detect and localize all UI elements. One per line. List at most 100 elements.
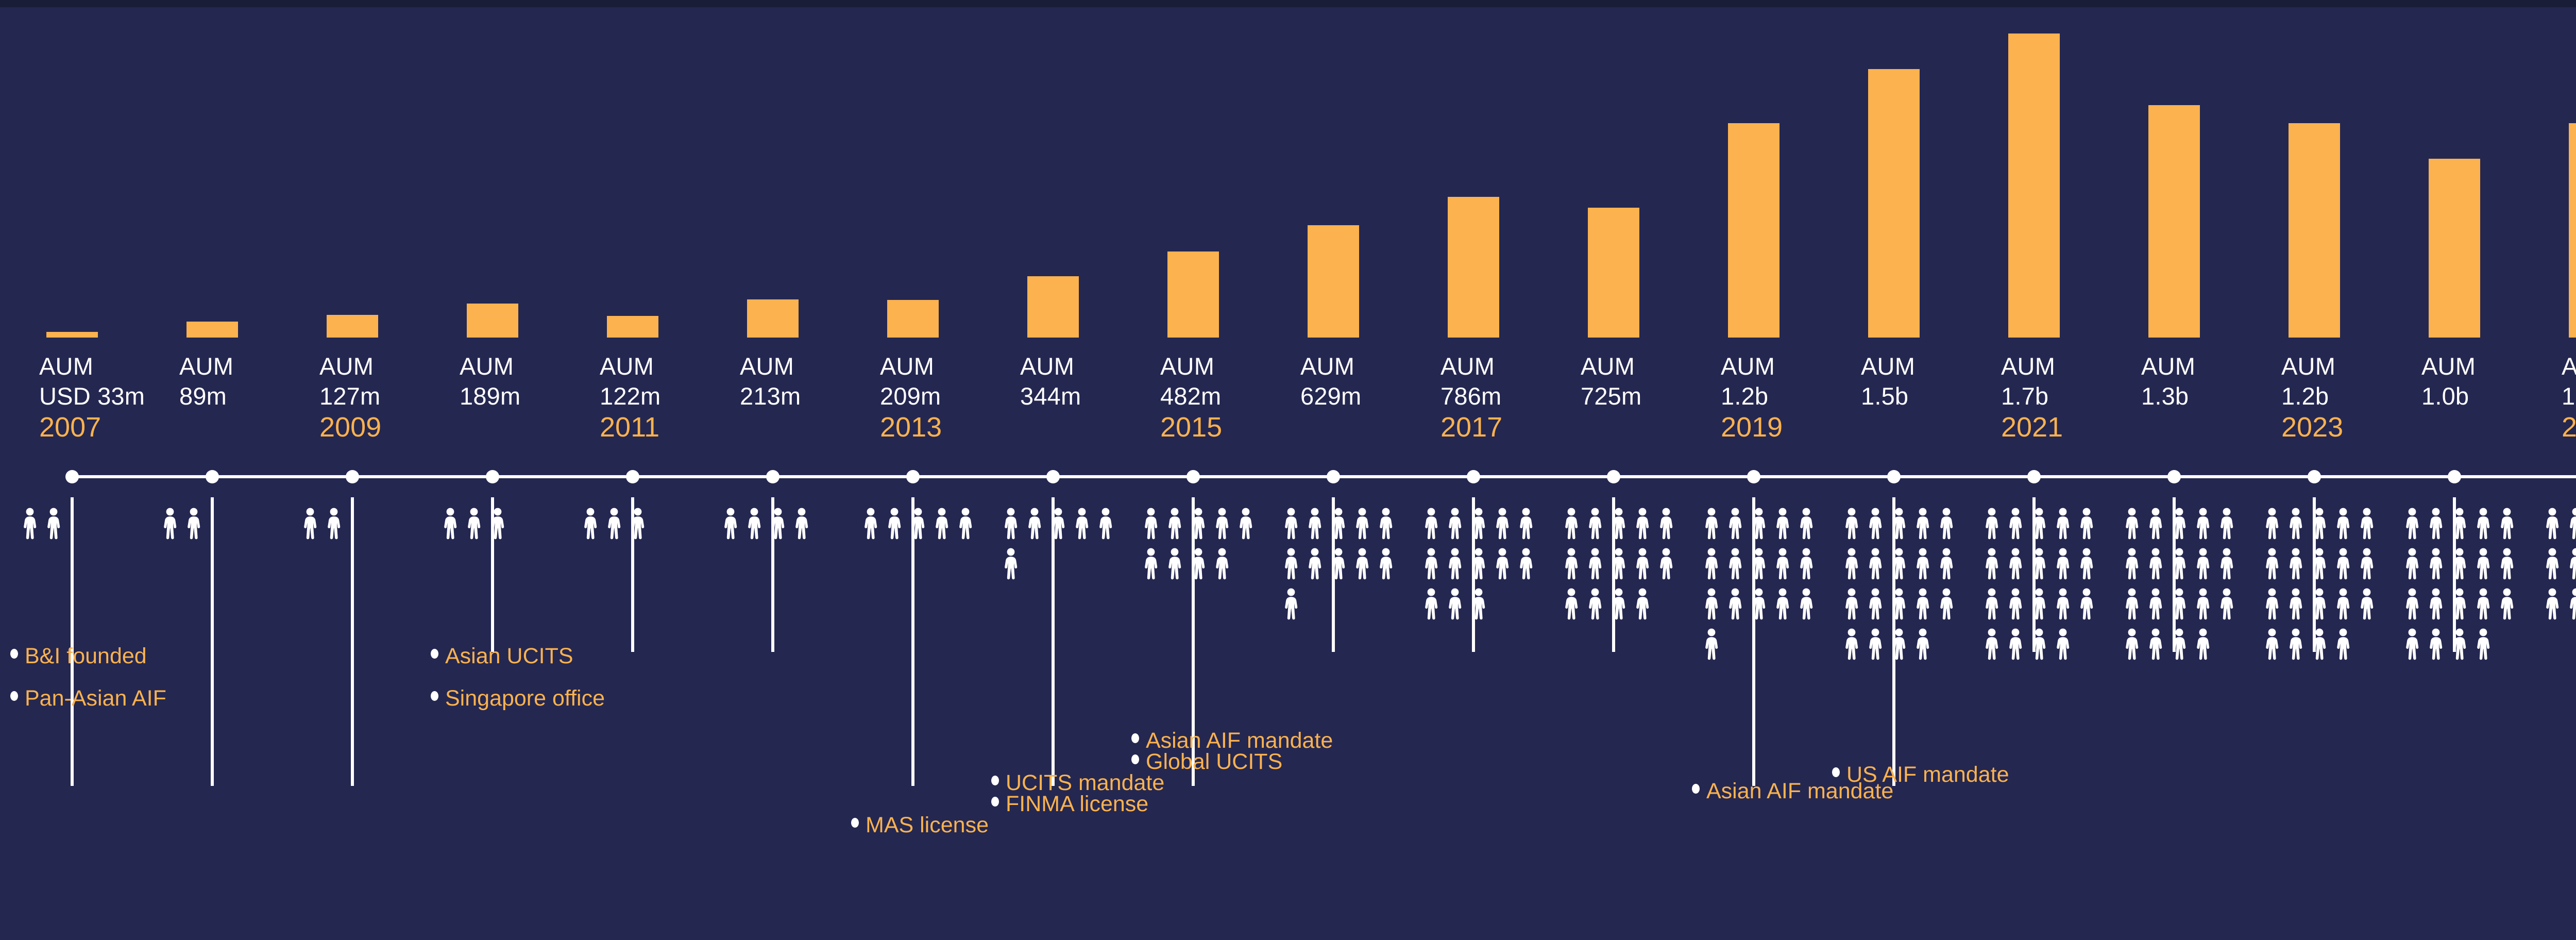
person-icon [1609, 588, 1629, 620]
person-icon [2193, 588, 2213, 620]
milestone-note[interactable]: Asian AIF mandate [1131, 729, 1333, 752]
person-icon [2286, 548, 2306, 580]
aum-caption: AUM [2562, 352, 2576, 380]
person-icon [1445, 588, 1465, 620]
person-icon [1656, 508, 1676, 540]
person-icon [1281, 588, 1301, 620]
person-icon [1866, 588, 1885, 620]
year-label: 2021 [2001, 412, 2063, 443]
aum-bar[interactable] [2148, 105, 2200, 338]
bar-slot [983, 0, 1123, 338]
headcount-group [861, 508, 985, 548]
bar-slot [1964, 0, 2104, 338]
aum-bar[interactable] [1027, 276, 1079, 338]
person-icon [2262, 548, 2282, 580]
person-icon [2333, 548, 2353, 580]
year-column: AUM 1.3b [2104, 0, 2244, 940]
aum-bar[interactable] [1167, 251, 1219, 338]
year-column: AUM 725m [1544, 0, 1684, 940]
person-icon [2357, 588, 2377, 620]
milestone-note[interactable]: Pan-Asian AIF [10, 686, 166, 710]
milestone-note[interactable]: MAS license [851, 813, 989, 837]
person-icon [1866, 548, 1885, 580]
year-column: AUM 1.2b 2025 [2524, 0, 2576, 940]
aum-bar[interactable] [2429, 159, 2480, 338]
person-icon [1842, 628, 1861, 660]
person-icon [2426, 588, 2446, 620]
aum-value: 1.3b [2141, 382, 2189, 410]
aum-bar[interactable] [747, 299, 799, 338]
aum-bar[interactable] [1588, 208, 1639, 338]
aum-value: 629m [1300, 382, 1362, 410]
person-icon [1469, 508, 1488, 540]
person-icon [1702, 508, 1721, 540]
person-icon [1165, 548, 1184, 580]
headcount-group [1141, 508, 1265, 588]
person-icon [2497, 548, 2517, 580]
aum-bar[interactable] [1308, 225, 1359, 338]
aum-caption: AUM [2281, 352, 2336, 380]
aum-caption: AUM [319, 352, 374, 380]
milestone-note[interactable]: Global UCITS [1131, 750, 1282, 774]
person-icon [2402, 588, 2422, 620]
person-icon [1749, 548, 1769, 580]
year-column: AUM 1.5b [1824, 0, 1964, 940]
bar-slot [703, 0, 843, 338]
person-icon [721, 508, 740, 540]
bar-slot [1544, 0, 1684, 338]
year-column: AUM 122m 2011 [563, 0, 703, 940]
person-icon [2122, 628, 2142, 660]
person-icon [2217, 588, 2236, 620]
aum-label: AUM 122m [600, 351, 660, 411]
aum-bar[interactable] [887, 300, 939, 338]
person-icon [2170, 548, 2189, 580]
milestone-note[interactable]: FINMA license [991, 792, 1148, 816]
year-column: AUM 786m 2017 [1403, 0, 1544, 940]
milestone-note[interactable]: US AIF mandate [1832, 763, 2009, 786]
person-icon [1773, 588, 1792, 620]
aum-value: 725m [1581, 382, 1642, 410]
person-icon [1749, 508, 1769, 540]
milestone-note[interactable]: UCITS mandate [991, 771, 1164, 795]
aum-bar[interactable] [467, 304, 518, 338]
milestone-note[interactable]: B&I founded [10, 644, 147, 668]
aum-bar[interactable] [607, 316, 658, 338]
year-label: 2009 [319, 412, 382, 443]
aum-bar[interactable] [1728, 123, 1780, 338]
aum-value: USD 33m [39, 382, 145, 410]
aum-bar[interactable] [187, 322, 238, 338]
bullet-dot-icon [1692, 784, 1700, 794]
person-icon [1212, 508, 1232, 540]
aum-label: AUM 1.7b [2001, 351, 2055, 411]
year-label: 2013 [880, 412, 942, 443]
bar-slot [843, 0, 983, 338]
aum-value: 1.5b [1861, 382, 1909, 410]
milestone-note[interactable]: Asian UCITS [431, 644, 573, 668]
aum-bar[interactable] [46, 332, 98, 338]
person-icon [2170, 508, 2189, 540]
aum-value: 1.7b [2001, 382, 2049, 410]
aum-value: 344m [1020, 382, 1081, 410]
person-icon [1982, 548, 2002, 580]
person-icon [1493, 548, 1512, 580]
aum-bar[interactable] [1448, 197, 1499, 338]
person-icon [1702, 628, 1721, 660]
milestone-note[interactable]: Asian AIF mandate [1692, 779, 1893, 803]
person-icon [2262, 588, 2282, 620]
aum-bar[interactable] [1868, 69, 1920, 338]
aum-value: 1.2b [1721, 382, 1769, 410]
person-icon [2426, 508, 2446, 540]
person-icon [908, 508, 928, 540]
headcount-group [1001, 508, 1125, 588]
person-icon [1797, 588, 1816, 620]
aum-caption: AUM [1721, 352, 1775, 380]
aum-bar[interactable] [2569, 123, 2576, 338]
person-icon [1702, 588, 1721, 620]
aum-bar[interactable] [327, 315, 378, 338]
aum-bar[interactable] [2289, 123, 2340, 338]
person-icon [1165, 508, 1184, 540]
headcount-group [1982, 508, 2106, 668]
aum-bar[interactable] [2008, 33, 2060, 338]
milestone-note[interactable]: Singapore office [431, 686, 605, 710]
year-column: AUM 344m [983, 0, 1123, 940]
